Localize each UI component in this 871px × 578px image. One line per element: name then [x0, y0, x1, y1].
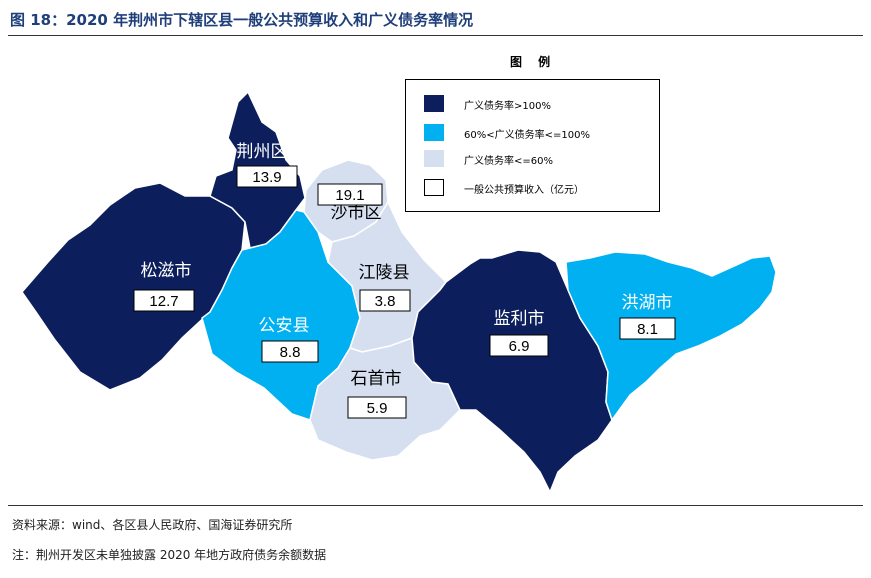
region-value-box-0 — [236, 165, 298, 188]
region-name-6: 监利市 — [494, 309, 545, 329]
region-value-5: 5.9 — [367, 400, 388, 417]
region-jianli[interactable] — [411, 249, 613, 494]
legend-swatch-high — [424, 94, 444, 112]
footnote: 注：荆州开发区未单独披露 2020 年地方政府债务余额数据 — [12, 548, 327, 562]
legend-swatch-mid — [424, 123, 444, 141]
region-value-box-2 — [133, 289, 195, 312]
bottom-rule — [8, 505, 863, 506]
region-value-box-5 — [347, 396, 407, 419]
region-value-box-7 — [619, 317, 676, 340]
region-value-1: 19.1 — [335, 187, 364, 204]
region-value-3: 8.8 — [280, 344, 301, 361]
region-name-0: 荆州区 — [237, 142, 288, 162]
legend-label-mid: 60%<广义债务率<=100% — [464, 130, 590, 141]
legend-label-revenue: 一般公共预算收入（亿元） — [464, 185, 584, 196]
legend-label-high: 广义债务率>100% — [464, 101, 551, 112]
legend: 广义债务率>100% 60%<广义债务率<=100% 广义债务率<=60% 一般… — [405, 79, 660, 212]
legend-swatch-revenue — [424, 178, 444, 196]
region-value-box-6 — [489, 334, 549, 357]
legend-item-high — [424, 94, 444, 112]
region-value-0: 13.9 — [252, 169, 281, 186]
region-value-6: 6.9 — [509, 338, 530, 355]
region-value-box-3 — [261, 340, 319, 363]
legend-item-revenue — [424, 178, 444, 196]
legend-swatch-low — [424, 149, 444, 167]
region-name-5: 石首市 — [351, 369, 402, 389]
figure-title: 图 18：2020 年荆州市下辖区县一般公共预算收入和广义债务率情况 — [10, 11, 474, 29]
legend-item-low — [424, 149, 444, 167]
region-value-box-4 — [359, 289, 411, 312]
region-name-1: 沙市区 — [331, 203, 382, 223]
region-songzi[interactable] — [21, 182, 246, 391]
region-name-7: 洪湖市 — [622, 293, 673, 313]
legend-item-mid — [424, 123, 444, 141]
region-name-4: 江陵县 — [359, 263, 410, 283]
legend-label-low: 广义债务率<=60% — [464, 156, 553, 167]
region-value-2: 12.7 — [149, 293, 178, 310]
source-note: 资料来源：wind、各区县人民政府、国海证券研究所 — [12, 518, 293, 532]
top-rule — [8, 35, 863, 36]
region-value-7: 8.1 — [637, 321, 658, 338]
region-value-4: 3.8 — [375, 293, 396, 310]
region-name-2: 松滋市 — [141, 261, 192, 281]
region-name-3: 公安县 — [259, 316, 310, 336]
legend-title: 图 例 — [510, 55, 557, 69]
region-value-box-1 — [317, 183, 383, 206]
